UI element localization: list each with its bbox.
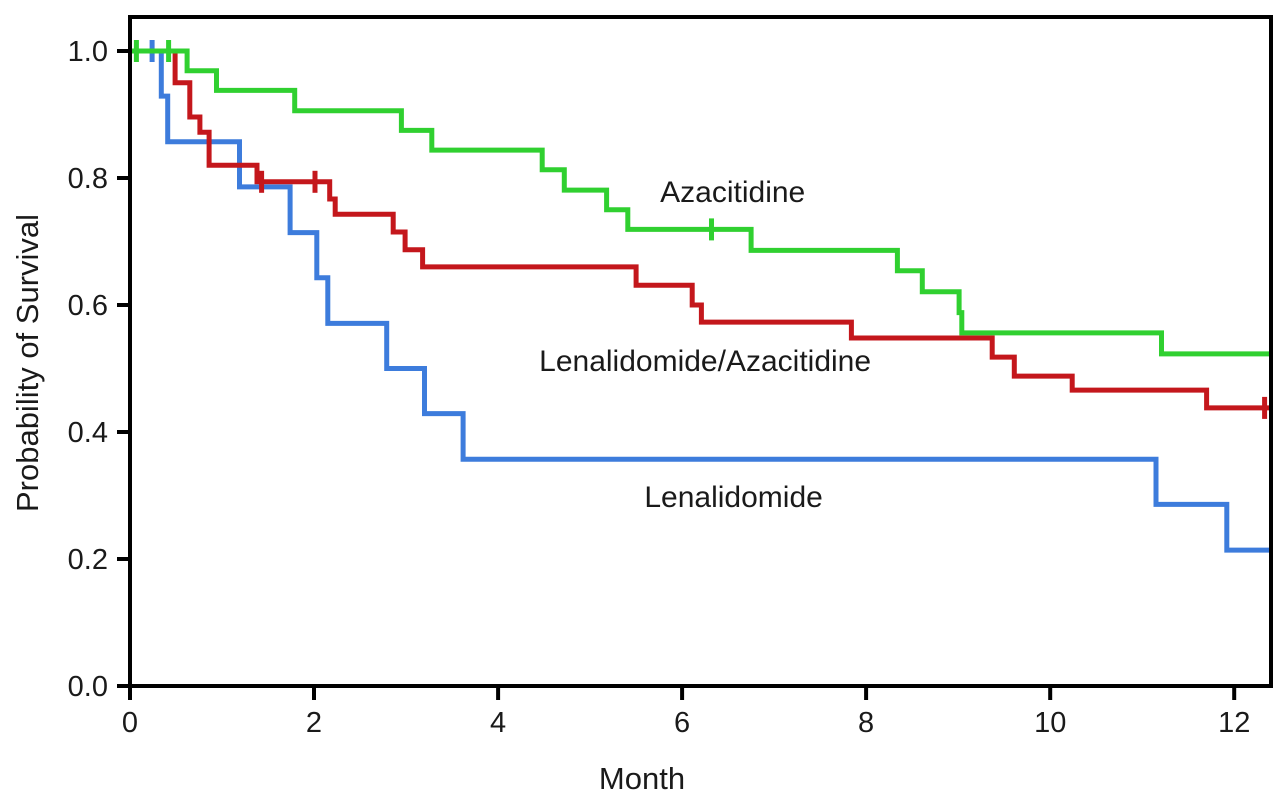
y-axis-tick-label: 0.4 xyxy=(68,417,108,449)
survival-curve-lenalidomide xyxy=(130,48,1271,553)
x-axis-tick-label: 6 xyxy=(674,707,690,739)
y-axis-tick-label: 0.0 xyxy=(68,671,108,703)
y-axis-tick-label: 1.0 xyxy=(68,36,108,68)
y-axis-tick-label: 0.2 xyxy=(68,544,108,576)
series-label-azacitidine: Azacitidine xyxy=(660,176,805,209)
y-axis-tick-label: 0.6 xyxy=(68,290,108,322)
survival-curve-lenalidomide-azacitidine xyxy=(130,48,1271,411)
plot-frame xyxy=(128,15,1273,688)
x-axis-tick-label: 12 xyxy=(1218,707,1250,739)
y-axis-tick-label: 0.8 xyxy=(68,163,108,195)
series-label-lenalidomide-azacitidine: Lenalidomide/Azacitidine xyxy=(539,345,871,378)
x-axis-title: Month xyxy=(599,761,685,796)
x-axis-tick-label: 4 xyxy=(490,707,506,739)
series-label-lenalidomide: Lenalidomide xyxy=(644,481,822,514)
x-axis-tick-label: 10 xyxy=(1034,707,1066,739)
survival-curve-azacitidine xyxy=(130,48,1271,357)
x-axis-tick-label: 0 xyxy=(122,707,138,739)
x-axis-tick-label: 8 xyxy=(858,707,874,739)
y-axis-title: Probability of Survival xyxy=(10,214,45,512)
x-axis-tick-label: 2 xyxy=(306,707,322,739)
